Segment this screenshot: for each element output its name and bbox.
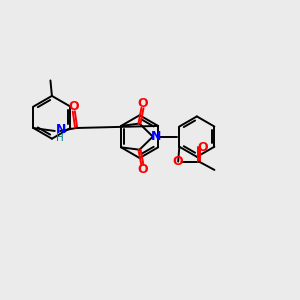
Text: O: O: [137, 98, 148, 110]
Text: N: N: [151, 130, 162, 143]
Text: H: H: [56, 133, 64, 142]
Text: O: O: [68, 100, 79, 113]
Text: N: N: [56, 123, 67, 136]
Text: O: O: [137, 163, 148, 176]
Text: O: O: [198, 141, 208, 154]
Text: O: O: [173, 155, 184, 168]
